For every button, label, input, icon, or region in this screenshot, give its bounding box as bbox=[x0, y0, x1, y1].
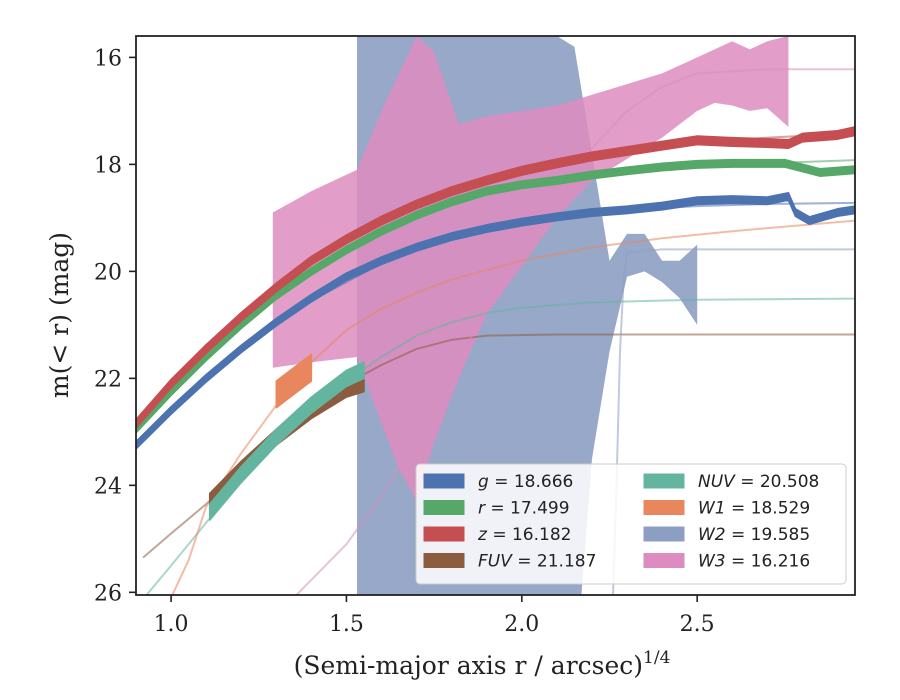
y-tick-label: 26 bbox=[94, 581, 122, 606]
legend-swatch-g bbox=[423, 473, 465, 489]
x-tick-label: 2.0 bbox=[504, 612, 539, 637]
y-tick-label: 18 bbox=[94, 153, 122, 178]
band-r-observed-profile bbox=[136, 158, 855, 434]
legend-swatch-fuv bbox=[423, 553, 465, 568]
legend-value: = 19.585 bbox=[726, 525, 811, 545]
y-axis-ticks: 16 18 20 22 24 26 bbox=[94, 46, 136, 606]
legend-frame bbox=[415, 463, 847, 585]
y-axis-label: m(< r) (mag) bbox=[45, 232, 74, 398]
legend-value: = 20.508 bbox=[735, 472, 820, 492]
legend-symbol: W2 bbox=[698, 525, 726, 545]
legend-label-g: g = 18.666 bbox=[478, 472, 573, 492]
x-tick-label: 2.5 bbox=[680, 612, 715, 637]
legend-symbol: z bbox=[477, 525, 488, 545]
band-nuv-observed-profile bbox=[208, 361, 365, 521]
y-tick-label: 16 bbox=[94, 46, 122, 71]
y-tick-label: 24 bbox=[94, 474, 122, 499]
legend-swatch-r bbox=[423, 500, 465, 515]
band-g-observed-profile bbox=[136, 191, 855, 450]
x-axis-ticks: 1.0 1.5 2.0 2.5 bbox=[154, 595, 715, 637]
legend-value: = 18.666 bbox=[489, 472, 574, 492]
legend-label-fuv: FUV = 21.187 bbox=[478, 552, 596, 572]
legend-symbol: FUV bbox=[478, 552, 513, 572]
legend-label-r: r = 17.499 bbox=[478, 499, 570, 519]
y-tick-label: 22 bbox=[94, 367, 122, 392]
band-w3-uncertainty bbox=[272, 36, 789, 502]
legend-value: = 17.499 bbox=[485, 499, 570, 519]
band-z-observed-profile bbox=[136, 126, 855, 429]
legend-value: = 16.216 bbox=[726, 552, 811, 572]
plot-frame bbox=[135, 35, 856, 596]
x-axis-label: (Semi-major axis r / arcsec)1/4 bbox=[294, 648, 671, 680]
x-axis-label-main: (Semi-major axis r / arcsec) bbox=[294, 651, 643, 680]
legend-value: = 16.182 bbox=[487, 525, 572, 545]
legend-label-w2: W2 = 19.585 bbox=[698, 525, 810, 545]
legend-label-z: z = 16.182 bbox=[477, 525, 571, 545]
legend-symbol: g bbox=[478, 472, 489, 492]
legend-label-w3: W3 = 16.216 bbox=[698, 552, 810, 572]
legend-label-nuv: NUV = 20.508 bbox=[698, 472, 819, 492]
legend-swatch-w1 bbox=[643, 500, 685, 515]
y-tick-label: 20 bbox=[94, 260, 122, 285]
legend-swatch-w3 bbox=[643, 553, 685, 568]
legend-swatch-nuv bbox=[643, 473, 685, 489]
observed-profiles bbox=[136, 126, 855, 521]
legend-value: = 21.187 bbox=[512, 552, 597, 572]
x-tick-label: 1.0 bbox=[154, 612, 189, 637]
band-w1-observed-profile bbox=[275, 353, 313, 409]
legend-symbol: W1 bbox=[698, 499, 726, 519]
legend-value: = 18.529 bbox=[726, 499, 811, 519]
uncertainty-fills bbox=[272, 36, 789, 595]
legend-swatch-z bbox=[423, 526, 465, 542]
legend-swatch-w2 bbox=[643, 526, 685, 542]
legend-symbol: W3 bbox=[698, 552, 726, 572]
legend-label-w1: W1 = 18.529 bbox=[698, 499, 810, 519]
legend-symbol: NUV bbox=[698, 472, 736, 492]
x-tick-label: 1.5 bbox=[329, 612, 364, 637]
x-axis-label-superscript: 1/4 bbox=[643, 648, 670, 668]
legend-symbol: r bbox=[478, 499, 486, 519]
